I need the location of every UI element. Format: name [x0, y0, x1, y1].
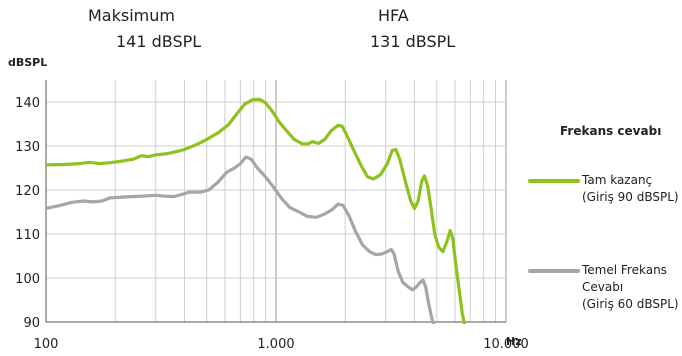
y-tick-label: 140: [15, 96, 40, 111]
y-axis-unit: dBSPL: [8, 56, 48, 69]
full-gain-curve: [46, 97, 467, 324]
legend-label-full-gain: Tam kazanç (Giriş 90 dBSPL): [582, 172, 679, 206]
legend-label-basic-response: Temel Frekans Cevabı (Giriş 60 dBSPL): [582, 262, 679, 313]
y-tick-label: 100: [15, 272, 40, 287]
legend-label-line: Temel Frekans: [582, 263, 667, 277]
y-tick-label: 130: [15, 140, 40, 155]
hfa-label: HFA: [378, 6, 409, 25]
y-tick-label: 120: [15, 184, 40, 199]
y-tick-label: 90: [23, 316, 40, 331]
x-axis-unit: Hz: [506, 335, 522, 348]
legend-label-line: (Giriş 90 dBSPL): [582, 190, 679, 204]
basic-response-curve: [46, 155, 436, 324]
legend-label-line: Cevabı: [582, 280, 624, 294]
max-value: 141 dBSPL: [116, 32, 202, 51]
legend-swatch-basic-response: [528, 269, 580, 273]
y-tick-label: 110: [15, 228, 40, 243]
legend-label-line: Tam kazanç: [582, 173, 653, 187]
legend-title: Frekans cevabı: [560, 124, 662, 138]
x-tick-label: 100: [34, 337, 59, 352]
legend-label-line: (Giriş 60 dBSPL): [582, 297, 679, 311]
x-tick-label: 10.000: [483, 337, 529, 352]
max-label: Maksimum: [88, 6, 175, 25]
legend-swatch-full-gain: [528, 179, 580, 183]
x-tick-label: 1.000: [257, 337, 294, 352]
hfa-value: 131 dBSPL: [370, 32, 456, 51]
